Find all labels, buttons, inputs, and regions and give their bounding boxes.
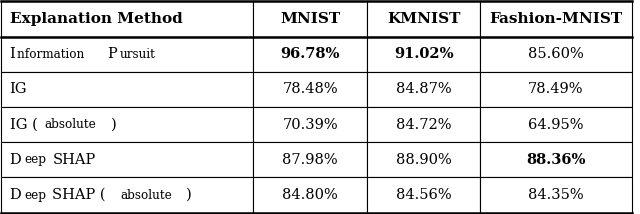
Bar [1,107,253,142]
Text: 87.98%: 87.98% [282,153,338,167]
Text: KMNIST: KMNIST [387,12,460,26]
Bar [253,107,367,142]
Bar [481,1,632,37]
Text: 88.90%: 88.90% [396,153,451,167]
Text: 91.02%: 91.02% [394,47,453,61]
Text: I: I [10,47,15,61]
Text: 84.56%: 84.56% [396,188,451,202]
Text: 84.72%: 84.72% [396,118,451,132]
Bar [367,107,481,142]
Bar [481,107,632,142]
Bar [367,1,481,37]
Text: D: D [10,153,21,167]
Text: 64.95%: 64.95% [528,118,584,132]
Bar [1,1,253,37]
Bar [367,177,481,213]
Text: 78.48%: 78.48% [282,82,338,96]
Text: P: P [108,47,117,61]
Text: MNIST: MNIST [280,12,340,26]
Text: IG (: IG ( [10,118,37,132]
Text: eep: eep [24,189,47,202]
Text: D: D [10,188,21,202]
Bar [367,37,481,72]
Bar [367,72,481,107]
Text: 84.35%: 84.35% [528,188,584,202]
Bar [253,72,367,107]
Bar [481,37,632,72]
Text: 78.49%: 78.49% [528,82,584,96]
Bar [253,142,367,177]
Text: ): ) [186,188,192,202]
Bar [481,177,632,213]
Bar [253,37,367,72]
Text: eep: eep [24,153,47,166]
Bar [1,177,253,213]
Text: absolute: absolute [45,118,97,131]
Text: Fashion-MNIST: Fashion-MNIST [490,12,623,26]
Text: 70.39%: 70.39% [282,118,338,132]
Bar [1,37,253,72]
Text: 88.36%: 88.36% [526,153,586,167]
Bar [481,142,632,177]
Text: 96.78%: 96.78% [280,47,340,61]
Text: 85.60%: 85.60% [528,47,584,61]
Text: 84.80%: 84.80% [282,188,338,202]
Bar [481,72,632,107]
Text: nformation: nformation [17,48,88,61]
Text: 84.87%: 84.87% [396,82,451,96]
Bar [253,1,367,37]
Bar [253,177,367,213]
Text: SHAP: SHAP [52,153,96,167]
Text: IG: IG [10,82,27,96]
Text: absolute: absolute [120,189,172,202]
Bar [1,142,253,177]
Text: ): ) [111,118,116,132]
Text: SHAP (: SHAP ( [52,188,106,202]
Text: Explanation Method: Explanation Method [10,12,182,26]
Bar [1,72,253,107]
Text: ursuit: ursuit [120,48,156,61]
Bar [367,142,481,177]
